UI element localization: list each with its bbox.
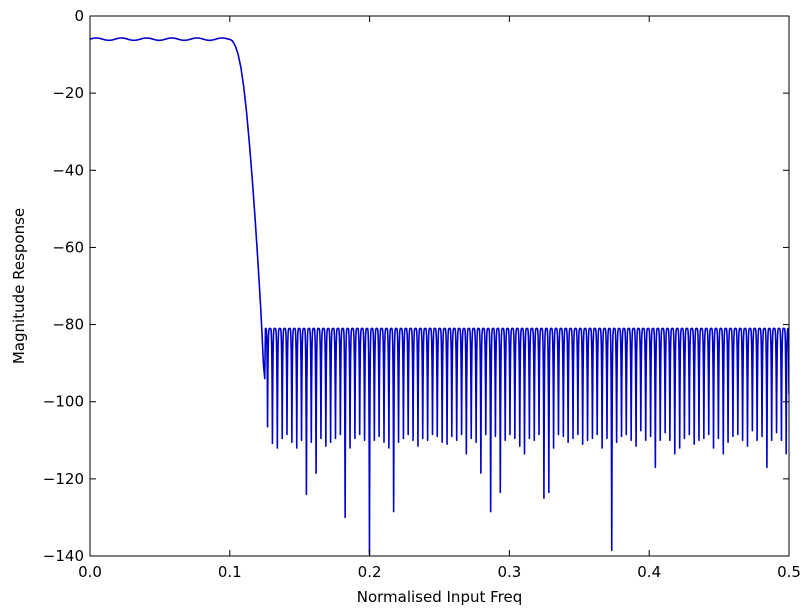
y-axis-ticks: 0 −20 −40 −60 −80 −100 −120 −140 bbox=[43, 7, 789, 565]
y-tick-label: −120 bbox=[43, 470, 84, 488]
x-tick-label: 0.5 bbox=[777, 563, 801, 581]
magnitude-response-line bbox=[90, 37, 789, 555]
x-tick-label: 0.0 bbox=[78, 563, 102, 581]
plot-frame bbox=[89, 15, 790, 557]
y-tick-label: −40 bbox=[52, 161, 84, 179]
x-axis-label: Normalised Input Freq bbox=[357, 588, 523, 606]
x-tick-label: 0.1 bbox=[218, 563, 242, 581]
x-tick-label: 0.3 bbox=[497, 563, 521, 581]
x-axis-ticks: 0.0 0.1 0.2 0.3 0.4 0.5 bbox=[78, 16, 801, 581]
y-tick-label: −20 bbox=[52, 84, 84, 102]
x-tick-label: 0.2 bbox=[358, 563, 382, 581]
y-axis-label: Magnitude Response bbox=[10, 208, 28, 364]
y-tick-label: −60 bbox=[52, 238, 84, 256]
y-tick-label: 0 bbox=[74, 7, 84, 25]
y-tick-label: −80 bbox=[52, 316, 84, 334]
x-tick-label: 0.4 bbox=[637, 563, 661, 581]
y-tick-label: −140 bbox=[43, 547, 84, 565]
y-tick-label: −100 bbox=[43, 393, 84, 411]
